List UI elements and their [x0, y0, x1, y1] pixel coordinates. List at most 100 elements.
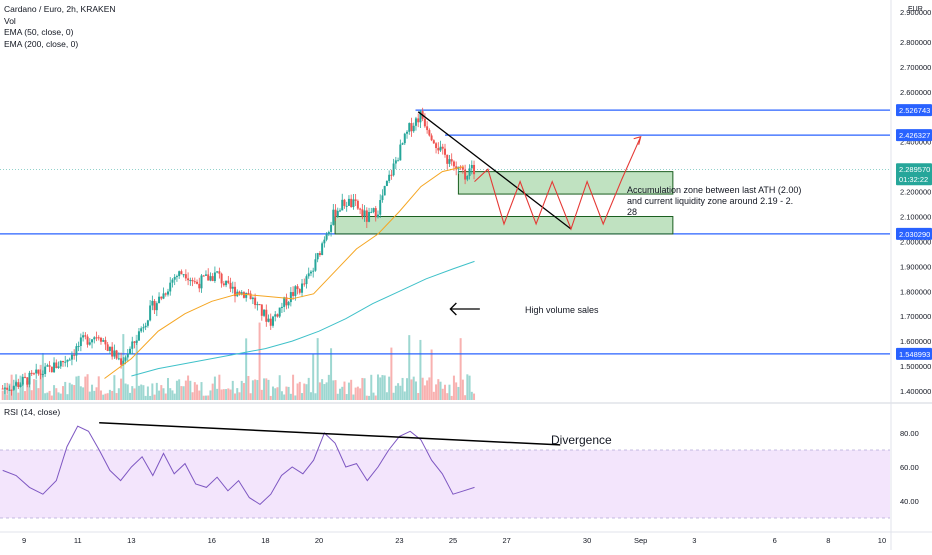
candle-body — [470, 164, 473, 169]
candle-body — [446, 154, 449, 164]
candle-body — [227, 280, 230, 283]
volume-bar — [8, 383, 11, 400]
volume-bar — [457, 386, 460, 400]
candle-body — [271, 316, 274, 326]
zone-annotation-line-3: 28 — [627, 207, 637, 217]
volume-bar — [271, 386, 274, 400]
candle-body — [6, 387, 9, 390]
candle-body — [229, 282, 232, 289]
candle-body — [352, 199, 355, 208]
volume-bar — [412, 376, 415, 400]
time-tick-label: 3 — [692, 536, 696, 545]
candle-body — [171, 279, 174, 283]
ema50-indicator-label[interactable]: EMA (50, close, 0) — [4, 27, 74, 37]
volume-bar — [381, 375, 384, 400]
candle-body — [144, 325, 147, 328]
volume-bar — [117, 388, 120, 400]
chart-legend: Cardano / Euro, 2h, KRAKEN Vol EMA (50, … — [4, 4, 116, 50]
volume-bar — [124, 383, 127, 400]
volume-bar — [68, 382, 71, 400]
candle-body — [1, 388, 4, 390]
candle-body — [466, 175, 469, 180]
price-level-badge-text: 2.426327 — [899, 131, 930, 140]
candle-body — [356, 200, 359, 209]
volume-bar — [236, 388, 239, 400]
price-projection-path[interactable] — [474, 136, 642, 231]
volume-bar — [334, 380, 337, 400]
accumulation-zone[interactable] — [457, 171, 674, 195]
volume-bar — [292, 374, 295, 400]
time-tick-label: 30 — [583, 536, 591, 545]
candle-body — [379, 200, 382, 215]
symbol-title[interactable]: Cardano / Euro, 2h, KRAKEN — [4, 4, 116, 14]
candle-body — [347, 198, 350, 206]
rsi-divergence-line[interactable] — [99, 422, 561, 446]
price-tick-label: 2.600000 — [900, 88, 931, 97]
candle-body — [327, 231, 330, 235]
volume-bar — [263, 378, 266, 400]
ema200-indicator-label[interactable]: EMA (200, close, 0) — [4, 38, 79, 49]
candle-body — [133, 341, 136, 343]
volume-bar — [222, 389, 225, 400]
volume-bar — [336, 393, 339, 400]
candle-body — [289, 292, 292, 303]
candle-body — [93, 337, 96, 340]
candle-body — [231, 286, 234, 289]
candle-body — [256, 304, 259, 306]
volume-bar — [137, 385, 140, 400]
volume-bar — [198, 390, 201, 400]
candle-body — [432, 140, 435, 144]
volume-bar — [372, 392, 375, 400]
zone-annotation-line-1: Accumulation zone between last ATH (2.00… — [627, 185, 801, 195]
volume-bar — [216, 388, 219, 400]
price-level-badge-text: 2.526743 — [899, 106, 930, 115]
candle-body — [164, 293, 167, 295]
volume-bar — [10, 374, 13, 400]
candle-body — [408, 123, 411, 132]
volume-bar — [218, 374, 221, 400]
rsi-line — [2, 425, 475, 506]
candle-body — [448, 159, 451, 164]
volume-bar — [207, 395, 210, 400]
candle-body — [41, 374, 44, 376]
candle-body — [113, 350, 116, 357]
volume-indicator-label[interactable]: Vol — [4, 15, 16, 26]
volume-bar — [390, 347, 393, 400]
volume-bar — [374, 395, 377, 400]
volume-bar — [452, 375, 455, 400]
candle-body — [84, 335, 87, 337]
volume-bar — [64, 381, 67, 400]
candle-body — [39, 373, 42, 375]
volume-bar — [173, 393, 176, 400]
candle-body — [339, 210, 342, 212]
volume-bar — [151, 383, 154, 400]
rsi-indicator-label[interactable]: RSI (14, close) — [4, 407, 61, 417]
candle-body — [234, 286, 237, 297]
volume-bar — [15, 374, 18, 400]
descending-trendline[interactable] — [417, 111, 572, 230]
candle-body — [28, 372, 31, 385]
volume-bar — [39, 364, 42, 400]
candle-body — [301, 283, 304, 293]
volume-bar — [394, 385, 397, 400]
price-tick-label: 1.800000 — [900, 287, 931, 296]
currency-label[interactable]: EUR — [908, 6, 923, 13]
time-tick-label: 18 — [261, 536, 269, 545]
candle-body — [238, 291, 241, 295]
volume-bar — [399, 385, 402, 400]
volume-bar — [296, 383, 299, 400]
volume-bar — [75, 376, 78, 400]
candle-body — [441, 146, 444, 149]
candle-body — [37, 369, 40, 374]
candle-body — [452, 161, 455, 167]
volume-bar — [133, 388, 136, 400]
volume-bar — [229, 389, 232, 400]
volume-bar — [428, 377, 431, 400]
time-tick-label: 11 — [74, 536, 82, 545]
price-level-badge — [896, 347, 932, 360]
volume-bar — [240, 380, 243, 400]
candle-body — [260, 304, 263, 316]
volume-bar — [82, 387, 85, 400]
